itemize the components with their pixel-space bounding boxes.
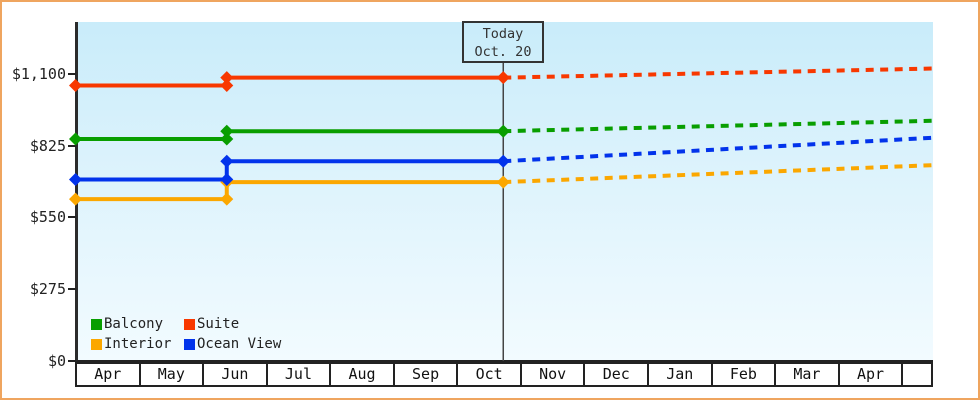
month-cell: Apr	[77, 364, 141, 385]
legend-label: Balcony	[104, 316, 164, 332]
y-axis-label: $1,100	[11, 64, 66, 83]
month-cell: May	[141, 364, 205, 385]
month-cell: Jan	[649, 364, 713, 385]
y-axis-label: $825	[29, 136, 66, 155]
month-cell: Feb	[713, 364, 777, 385]
month-cell: Oct	[458, 364, 522, 385]
month-cell: Sep	[395, 364, 459, 385]
y-tick-1100	[68, 72, 76, 75]
month-cell: Mar	[776, 364, 840, 385]
month-cell-empty	[903, 364, 931, 385]
balcony-swatch-icon	[91, 318, 102, 330]
interior-swatch-icon	[91, 338, 102, 350]
plot-area	[75, 22, 933, 362]
y-tick-825	[68, 144, 76, 147]
legend-label: Interior	[104, 336, 172, 352]
legend-item-suite: Suite	[184, 314, 281, 334]
x-axis-month-band: Apr May Jun Jul Aug Sep Oct Nov Dec Jan …	[75, 362, 933, 387]
month-cell: Nov	[522, 364, 586, 385]
month-cell: Dec	[585, 364, 650, 385]
y-tick-550	[68, 216, 76, 219]
legend-label: Ocean View	[197, 336, 282, 352]
y-axis-label: $550	[29, 208, 66, 227]
legend-label: Suite	[197, 316, 240, 332]
month-cell: Jul	[268, 364, 332, 385]
today-annotation-box: Today Oct. 20	[462, 21, 544, 63]
month-cell: Jun	[204, 364, 268, 385]
today-date: Oct. 20	[474, 44, 532, 60]
suite-swatch-icon	[184, 318, 195, 330]
y-axis-label: $0	[47, 352, 66, 370]
month-cell: Apr	[840, 364, 904, 385]
y-tick-0	[68, 359, 76, 362]
legend-item-interior: Interior	[91, 334, 184, 354]
ocean-view-swatch-icon	[184, 338, 195, 350]
legend: Balcony Suite Interior Ocean View	[91, 314, 281, 354]
legend-item-ocean-view: Ocean View	[184, 334, 281, 354]
y-tick-275	[68, 288, 76, 291]
legend-item-balcony: Balcony	[91, 314, 184, 334]
month-cell: Aug	[331, 364, 395, 385]
today-label: Today	[482, 26, 524, 42]
y-axis-label: $275	[29, 280, 66, 299]
